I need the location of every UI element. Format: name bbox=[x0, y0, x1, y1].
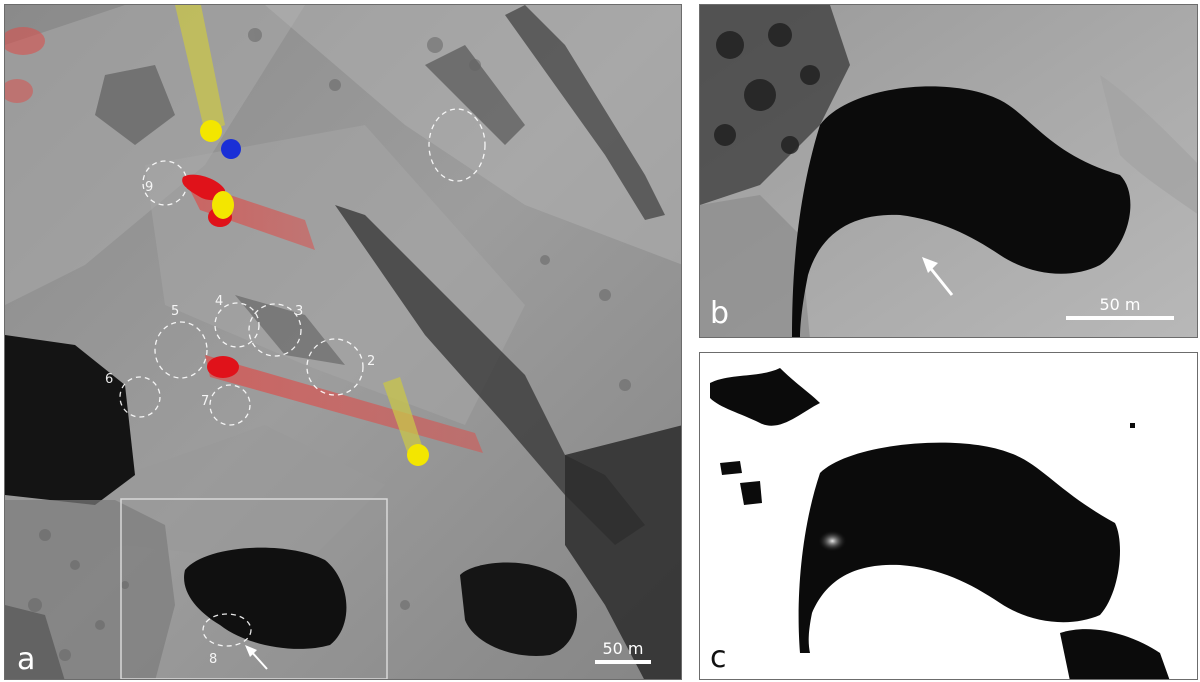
red-patch bbox=[5, 79, 33, 103]
shadow-region bbox=[710, 368, 820, 426]
panel-c-label: c bbox=[710, 640, 727, 675]
yellow-marker bbox=[200, 120, 222, 142]
panel-a-label: a bbox=[17, 642, 36, 677]
panel-a-surface bbox=[5, 5, 681, 679]
panel-a-terrain-image: 9 5 4 3 2 6 7 8 a 50 m bbox=[4, 4, 682, 680]
scale-label: 50 m bbox=[1099, 295, 1141, 314]
blue-marker bbox=[221, 139, 241, 159]
panel-a-scale-bar: 50 m bbox=[595, 639, 651, 664]
pit-shadow-mask bbox=[798, 442, 1120, 653]
red-marker bbox=[182, 174, 226, 201]
scale-bar-line bbox=[595, 660, 651, 664]
yellow-marker bbox=[212, 191, 234, 219]
circle-number: 3 bbox=[295, 304, 304, 319]
arrow bbox=[926, 264, 954, 296]
circle-number: 5 bbox=[171, 304, 180, 319]
yellow-track-lower bbox=[383, 377, 425, 460]
pit-shadow bbox=[792, 86, 1131, 337]
red-marker bbox=[207, 356, 239, 378]
shadow-region bbox=[740, 481, 762, 505]
shadow-region bbox=[1060, 629, 1170, 679]
panel-b-scale-bar: 50 m bbox=[1066, 295, 1174, 320]
dashed-circle-8 bbox=[202, 613, 252, 647]
panel-c-mask bbox=[700, 353, 1197, 679]
circle-number: 8 bbox=[209, 652, 218, 667]
circle-number: 9 bbox=[145, 180, 154, 195]
red-patch bbox=[5, 27, 45, 55]
yellow-track-upper bbox=[175, 5, 225, 133]
scale-label: 50 m bbox=[602, 639, 644, 658]
arrow-head bbox=[922, 257, 938, 273]
panel-b-surface bbox=[700, 5, 1197, 337]
panel-c-shadow-mask: c bbox=[699, 352, 1198, 680]
arrow-head bbox=[245, 645, 257, 657]
dashed-circle-3 bbox=[248, 303, 302, 357]
circle-number: 4 bbox=[215, 294, 224, 309]
circle-number: 7 bbox=[201, 394, 210, 409]
shadow-region bbox=[720, 461, 742, 475]
scale-bar-line bbox=[1066, 316, 1174, 320]
panel-b-pit-closeup: b 50 m bbox=[699, 4, 1198, 338]
dashed-circle bbox=[428, 108, 486, 182]
dashed-circle-4 bbox=[214, 302, 260, 348]
dashed-circle-2 bbox=[306, 338, 364, 396]
yellow-marker bbox=[407, 444, 429, 466]
inset-box bbox=[120, 498, 388, 679]
panel-b-label: b bbox=[710, 296, 730, 331]
circle-number: 6 bbox=[105, 372, 114, 387]
dashed-circle-6 bbox=[119, 376, 161, 418]
dashed-circle-5 bbox=[154, 321, 208, 379]
circle-number: 2 bbox=[367, 354, 376, 369]
dashed-circle-7 bbox=[209, 384, 251, 426]
